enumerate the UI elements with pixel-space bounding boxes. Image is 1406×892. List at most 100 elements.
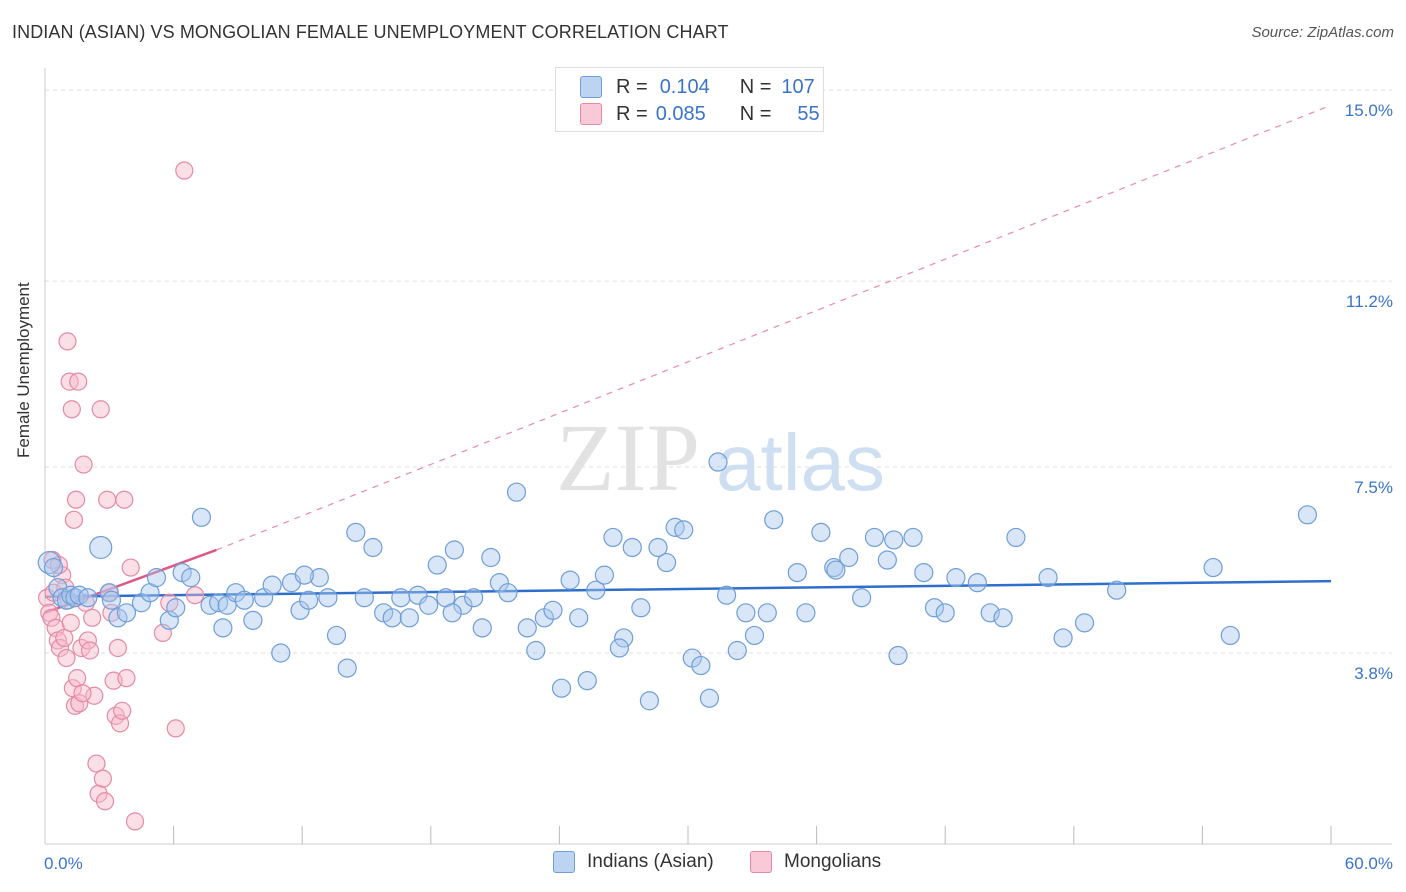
indian-point (101, 590, 122, 610)
mongolian-point (61, 613, 80, 632)
indian-point (864, 527, 885, 548)
legend-item-indians[interactable]: Indians (Asian) (553, 851, 714, 873)
indian-point (1006, 527, 1026, 548)
indian-point (213, 618, 233, 638)
mongolian-point (91, 400, 110, 419)
indian-point (1074, 613, 1095, 633)
y-tick-label: 7.5% (1354, 478, 1393, 497)
watermark-atlas: atlas (716, 418, 885, 507)
indian-point (736, 603, 756, 623)
tick-labels: 3.8% 7.5% 11.2% 15.0% 0.0% 60.0% (44, 101, 1393, 873)
indian-point (826, 560, 846, 580)
legend-n-label: N = (739, 102, 772, 125)
indian-point (716, 585, 737, 605)
indian-point (37, 550, 61, 575)
indian-point (517, 618, 537, 638)
mongolian-point (66, 490, 86, 509)
indian-point (877, 550, 897, 570)
mongolian-point (63, 679, 82, 698)
indian-point (757, 603, 777, 623)
legend-row-indians: R = 0.104 N = 107 (580, 74, 815, 100)
indian-point (674, 520, 694, 540)
legend-r-value: 0.085 (655, 102, 706, 125)
y-tick-label: 15.0% (1345, 101, 1393, 120)
indian-point (1220, 625, 1240, 646)
indian-point (526, 640, 546, 661)
indian-point (609, 638, 630, 658)
indian-point (318, 588, 338, 608)
indian-point (993, 608, 1013, 628)
indian-point (839, 547, 859, 568)
indian-point (631, 598, 651, 618)
x-tick-label-min: 0.0% (44, 854, 83, 873)
indian-point (1297, 505, 1318, 525)
watermark-zip: ZIP (556, 404, 700, 511)
indian-point (648, 537, 668, 558)
indian-point (656, 552, 677, 573)
indian-point (99, 583, 119, 603)
mongolian-point (117, 669, 136, 688)
indian-point (89, 535, 113, 560)
x-tick-label-max: 60.0% (1345, 854, 1393, 873)
indian-point (614, 628, 634, 648)
indian-point (116, 603, 137, 623)
indian-point (444, 540, 464, 560)
series-legend: Indians (Asian) Mongolians (0, 851, 1406, 877)
indian-point (354, 588, 374, 608)
legend-n-value: 107 (781, 75, 815, 98)
indian-point (191, 507, 212, 527)
indian-point (577, 671, 597, 691)
y-tick-label: 3.8% (1354, 664, 1393, 683)
stats-legend: R = 0.104 N = 107 R = 0.085 N = 55 (555, 67, 824, 132)
indian-point (935, 603, 955, 623)
mongolian-point (115, 490, 134, 509)
indian-point (506, 482, 527, 502)
indian-point (586, 580, 606, 600)
indian-point (427, 555, 447, 575)
legend-swatch-blue (553, 851, 575, 873)
mongolian-point (68, 669, 87, 688)
indian-point (166, 598, 186, 618)
indian-point (294, 565, 314, 585)
mongolian-point (185, 586, 205, 605)
indian-point (159, 610, 179, 630)
indian-point (1053, 628, 1073, 648)
indian-point (498, 583, 518, 603)
mongolian-point (70, 694, 89, 713)
watermark: ZIP atlas (556, 404, 885, 511)
mongolian-point (175, 161, 194, 180)
mongolian-point (108, 638, 127, 658)
legend-r-label: R = (616, 102, 648, 125)
indian-point (453, 595, 473, 615)
indian-point (1203, 557, 1223, 578)
indian-point (243, 610, 263, 630)
axes (44, 68, 1392, 845)
mongolian-point (113, 701, 132, 720)
mongolian-point (83, 608, 102, 627)
indian-point (271, 643, 291, 663)
mongolian-point (85, 686, 104, 705)
indian-point (391, 588, 411, 608)
mongolian-point (57, 648, 76, 668)
gridlines (45, 89, 1392, 654)
indian-point (481, 547, 501, 568)
legend-label-mongolians: Mongolians (784, 851, 882, 872)
mongolian-point (125, 812, 145, 831)
legend-item-mongolians[interactable]: Mongolians (750, 851, 881, 873)
mongolian-point (87, 754, 106, 773)
indian-point (603, 527, 623, 548)
indian-point (472, 618, 492, 638)
legend-swatch-blue (580, 76, 602, 98)
mongolian-point (166, 719, 185, 738)
legend-swatch-pink (580, 103, 602, 125)
mongolian-point (98, 490, 117, 509)
indian-point (299, 590, 319, 610)
mongolian-point (58, 332, 77, 351)
mongolian-point (55, 628, 74, 648)
indian-point (967, 573, 987, 593)
mongolian-point (62, 400, 81, 419)
indian-point (399, 608, 419, 628)
legend-swatch-pink (750, 851, 772, 873)
mongolian-point (42, 608, 61, 627)
mongolian-point (50, 638, 70, 658)
